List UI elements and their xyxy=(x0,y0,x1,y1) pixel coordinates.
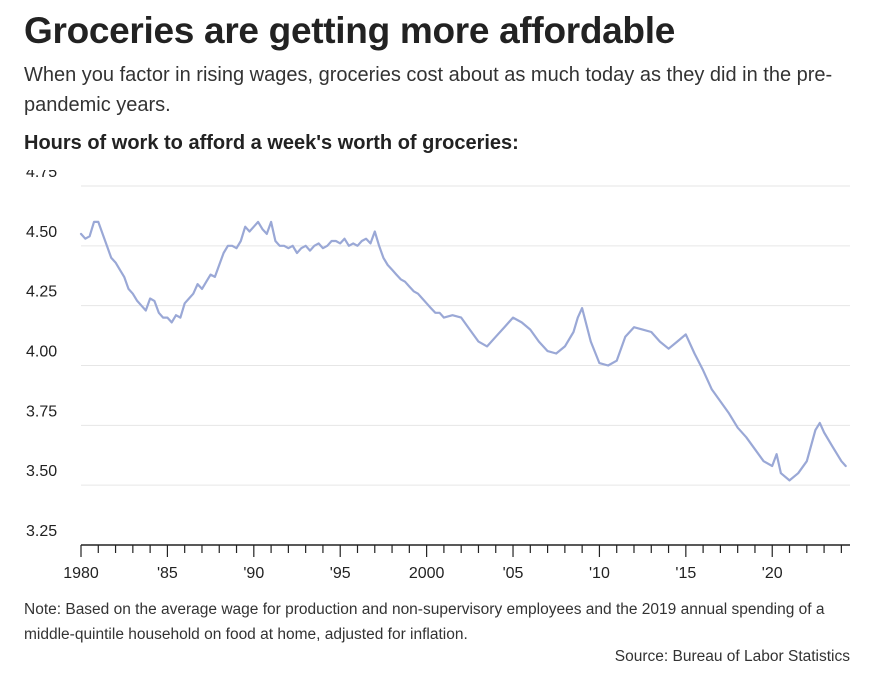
y-tick-label: 3.25 xyxy=(26,523,57,540)
chart-label: Hours of work to afford a week's worth o… xyxy=(24,132,519,154)
series-layer xyxy=(79,220,847,482)
line-chart: 3.25 3.50 3.75 4.00 4.25 4.50 4.75 1980 '85 '90 '… xyxy=(26,170,850,582)
y-tick-label: 3.75 xyxy=(26,403,57,420)
x-tick-label: 2000 xyxy=(409,565,445,582)
y-tick-label: 3.50 xyxy=(26,463,57,480)
x-tick-label: '20 xyxy=(762,565,783,582)
x-axis: 1980 '85 '90 '95 2000 '05 '10 '15 '20 xyxy=(63,544,850,582)
x-tick-label: '10 xyxy=(589,565,610,582)
x-tick-label: '90 xyxy=(243,565,264,582)
page-title: Groceries are getting more affordable xyxy=(24,10,675,51)
y-tick-label: 4.25 xyxy=(26,284,57,301)
y-axis-labels: 3.25 3.50 3.75 4.00 4.25 4.50 4.75 xyxy=(26,170,57,540)
y-tick-label: 4.75 xyxy=(26,170,57,181)
grid-lines xyxy=(81,185,850,486)
y-tick-label: 4.50 xyxy=(26,224,57,241)
x-tick-label: '95 xyxy=(330,565,351,582)
series-line-0 xyxy=(79,220,847,482)
page-subtitle: When you factor in rising wages, groceri… xyxy=(24,64,833,116)
y-tick-label: 4.00 xyxy=(26,344,57,361)
chart-source: Source: Bureau of Labor Statistics xyxy=(614,648,850,665)
x-tick-label: '85 xyxy=(157,565,178,582)
x-tick-label: '15 xyxy=(675,565,696,582)
chart-note: Note: Based on the average wage for prod… xyxy=(24,601,825,643)
x-tick-label: 1980 xyxy=(63,565,99,582)
x-tick-label: '05 xyxy=(503,565,524,582)
